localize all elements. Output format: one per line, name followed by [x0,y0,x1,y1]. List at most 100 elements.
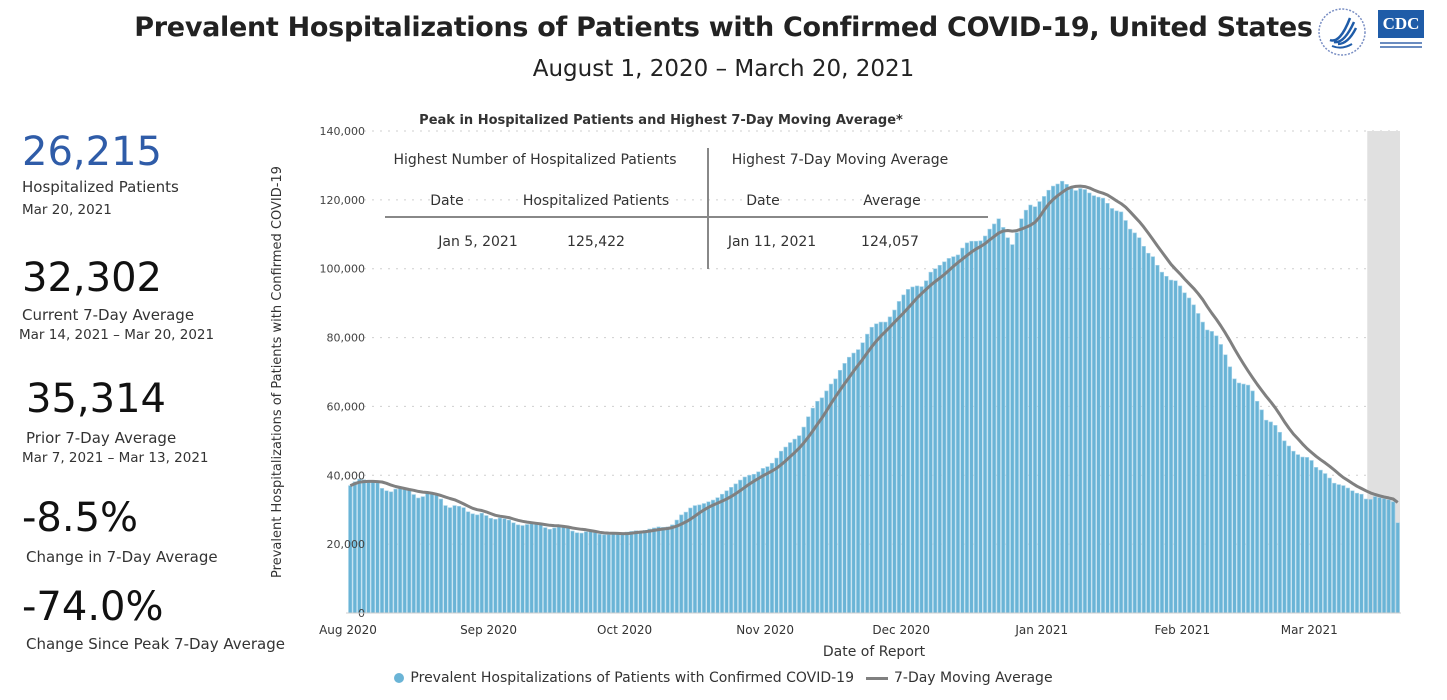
bar [457,505,462,614]
bar [570,530,575,614]
bar [1205,329,1210,614]
peak-patients: 125,422 [567,234,625,250]
bar [1060,180,1065,614]
bar [1123,220,1128,614]
bar [710,499,716,614]
bar [742,476,747,614]
bar [760,468,765,614]
bar [1055,183,1060,614]
bar [1318,469,1323,614]
bar [937,264,942,614]
bar [1173,280,1178,614]
bar [1196,313,1201,614]
bar [543,527,548,614]
x-tick-label: Jan 2021 [1014,623,1068,637]
bar [1359,493,1364,614]
bar [933,268,938,614]
bar [1182,292,1187,614]
bar [942,261,947,614]
bar-series-swatch [394,673,405,683]
x-tick-label: Nov 2020 [736,623,794,637]
right-col-date: Date [746,193,779,209]
page-subtitle: August 1, 2020 – March 20, 2021 [532,56,915,82]
bar [1350,490,1355,614]
y-tick-label: 120,000 [320,194,366,207]
bar [670,524,675,614]
bar [425,491,430,614]
left-col-patients: Hospitalized Patients [523,193,669,209]
stat-label: Change in 7-Day Average [26,548,218,566]
bar [837,369,843,614]
bar [488,518,493,614]
bar [869,326,874,614]
bar [751,473,756,614]
bar [905,289,911,614]
stat-date: Mar 20, 2021 [22,202,112,218]
bar [1327,477,1332,614]
bar [389,491,394,614]
x-tick-label: Aug 2020 [319,623,377,637]
bar [502,518,507,614]
bar [946,258,951,614]
stat-value: 32,302 [22,255,162,301]
stat-current-avg: 32,302 Current 7-Day Average Mar 14, 202… [19,255,214,343]
bar [470,513,475,614]
bar [497,517,502,614]
bar [1295,454,1301,614]
bar [556,525,561,614]
bar [1277,431,1282,614]
bar [924,280,929,614]
bar [1141,246,1146,614]
bar [856,349,861,614]
bar [1014,232,1019,614]
stat-change-peak: -74.0% Change Since Peak 7-Day Average [22,585,285,653]
bar [928,271,933,614]
bar [647,528,652,614]
peak-table: Peak in Hospitalized Patients and Highes… [385,113,988,269]
stat-label: Current 7-Day Average [22,306,195,324]
bar [1001,227,1006,614]
bar [638,530,643,614]
bar [534,522,539,614]
bar [656,526,661,614]
stat-hospitalized: 26,215 Hospitalized Patients Mar 20, 202… [22,130,179,218]
bar [738,479,743,614]
bar [828,383,833,614]
peak-date: Jan 5, 2021 [437,234,517,250]
bar [1323,473,1328,614]
bar [951,256,956,614]
bar [661,526,666,614]
bar [1119,211,1124,614]
bar [484,515,489,614]
bar [878,321,883,614]
bar [597,533,602,614]
bar [443,505,448,614]
bar [407,489,412,614]
bar [665,526,670,614]
bar [384,490,389,614]
bar [987,228,992,614]
bar [1164,275,1169,614]
bar [1082,189,1087,614]
bar [615,532,620,614]
bar [466,511,471,614]
bar [701,503,707,614]
bar [883,321,888,614]
bar [892,309,897,614]
y-axis-title: Prevalent Hospitalizations of Patients w… [270,166,285,578]
bar [955,254,960,614]
bar [1114,210,1119,614]
bar [1105,203,1110,614]
bar [1069,187,1074,614]
bar [1377,497,1382,614]
y-tick-label: 20,000 [327,538,366,551]
bar [1304,457,1310,614]
bar [1368,499,1373,614]
bar [1132,232,1137,614]
bar [1273,425,1278,614]
bar [1386,499,1391,614]
bar [538,523,543,614]
bar [765,466,770,614]
bar [429,492,434,614]
bar [579,532,584,614]
